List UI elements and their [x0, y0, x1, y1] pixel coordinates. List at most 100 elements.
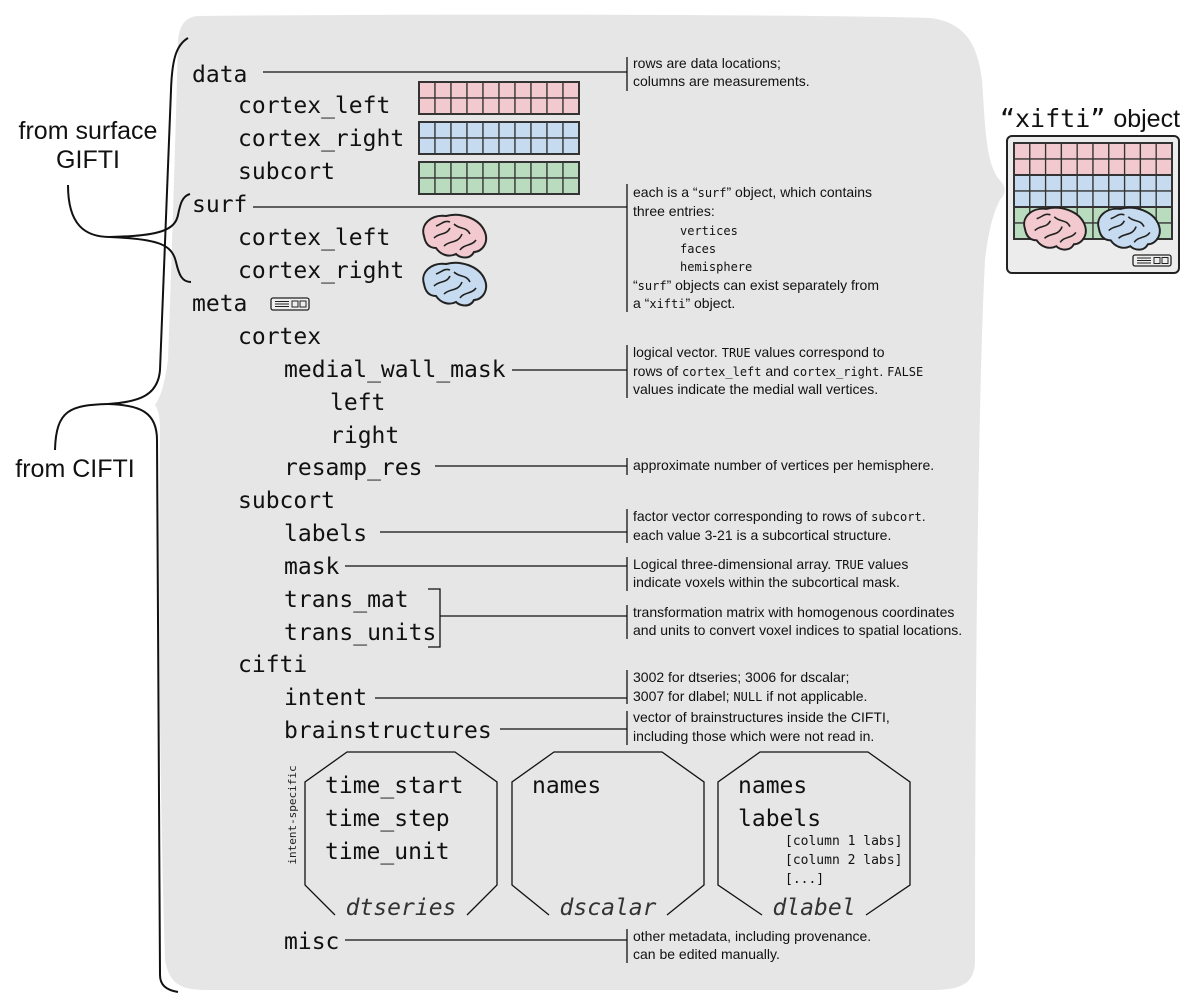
- annotation-segment: a “: [633, 295, 650, 311]
- annotation-segment: surf: [698, 186, 727, 200]
- matrix-cell: [1013, 158, 1031, 176]
- matrix-cell: [530, 177, 548, 195]
- panel-title: dtseries: [346, 895, 457, 921]
- intent-panels: time_start time_step time_unit dtseries name…: [304, 751, 911, 921]
- annotation-segment: FALSE: [887, 365, 923, 379]
- matrix-cell: [1044, 174, 1063, 192]
- annotation-segment: TRUE: [722, 346, 751, 360]
- matrix-cell: [1139, 158, 1157, 176]
- annotation-line: hemisphere: [680, 260, 752, 274]
- matrix-cell: [1092, 190, 1110, 208]
- matrix-cell: [498, 177, 516, 195]
- matrix-cell: [418, 121, 436, 139]
- annotation-segment: and: [762, 363, 793, 379]
- xifti-meta-icon: [1132, 254, 1172, 267]
- field-trans-mat: trans_mat: [284, 587, 409, 613]
- annotation-line: each value 3-21 is a subcortical structu…: [633, 527, 891, 543]
- matrix-cell: [1013, 174, 1031, 192]
- annotation-segment: ” objects can exist separately from: [667, 277, 879, 293]
- intent-specific-label: intent-specific: [286, 765, 299, 864]
- annotation-segment: rows of: [633, 363, 682, 379]
- matrix-cell: [434, 161, 452, 179]
- matrix-cell: [450, 177, 468, 195]
- annotation-segment: ” object, which contains: [727, 184, 873, 200]
- field-medial-wall-mask: medial_wall_mask: [284, 357, 506, 383]
- matrix-cortex-left: [418, 81, 580, 115]
- matrix-cell: [450, 137, 468, 155]
- field-brainstructures: brainstructures: [284, 718, 492, 744]
- matrix-cell: [466, 121, 484, 139]
- surf-brace: [109, 193, 192, 283]
- side-label-gifti-1: from surface: [19, 117, 158, 145]
- matrix-cell: [1092, 142, 1110, 160]
- annotation-segment: xifti: [649, 297, 685, 311]
- annotation-segment: columns are measurements.: [633, 73, 810, 89]
- annotation-segment: values: [864, 556, 908, 572]
- annotation-segment: factor vector corresponding to rows of: [633, 508, 871, 524]
- matrix-cell: [1013, 142, 1031, 160]
- matrix-cell: [1044, 158, 1063, 176]
- data-matrices: [418, 81, 580, 195]
- matrix-cell: [1076, 158, 1094, 176]
- annotation-segment: faces: [680, 242, 716, 256]
- matrix-cell: [562, 97, 580, 115]
- matrix-cell: [418, 97, 436, 115]
- matrix-cell: [1092, 158, 1110, 176]
- annotation-resamp-res: approximate number of vertices per hemis…: [626, 457, 934, 475]
- matrix-cell: [482, 97, 500, 115]
- annotation-mask: Logical three-dimensional array. TRUE va…: [626, 556, 908, 591]
- matrix-cell: [1108, 174, 1126, 192]
- annotation-line: “surf” objects can exist separately from: [633, 277, 879, 293]
- annotation-segment: transformation matrix with homogenous co…: [633, 604, 954, 620]
- matrix-cell: [1044, 142, 1063, 160]
- matrix-cell: [482, 137, 500, 155]
- matrix-cell: [1060, 190, 1078, 208]
- annotation-segment: “: [633, 277, 638, 293]
- annotation-segment: if not applicable.: [762, 688, 867, 704]
- panel-dlabel: names labels [column 1 labs] [column 2 labs…: [717, 751, 911, 921]
- matrix-cell: [1029, 190, 1047, 208]
- matrix-cell: [1139, 142, 1157, 160]
- field-left: left: [330, 390, 385, 416]
- annotation-segment: values correspond to: [751, 344, 885, 360]
- matrix-cell: [514, 137, 532, 155]
- field-data: data: [192, 62, 247, 88]
- matrix-cell: [562, 121, 580, 139]
- annotation-segment: can be edited manually.: [633, 946, 780, 962]
- annotation-labels: factor vector corresponding to rows of s…: [626, 508, 926, 543]
- xifti-matrix-cortex-right: [1013, 174, 1173, 208]
- field-resamp-res: resamp_res: [284, 455, 422, 481]
- brain-left-icon: [422, 213, 488, 259]
- annotation-line: transformation matrix with homogenous co…: [633, 604, 954, 620]
- matrix-cell: [1123, 174, 1142, 192]
- matrix-cell: [1076, 142, 1094, 160]
- field-meta: meta: [192, 291, 247, 317]
- annotation-segment: .: [922, 508, 926, 524]
- matrix-cell: [466, 161, 484, 179]
- matrix-cell: [1076, 190, 1094, 208]
- annotation-line: and units to convert voxel indices to sp…: [633, 622, 962, 638]
- field-tree: data cortex_left cortex_right subcort su…: [192, 62, 506, 955]
- annotation-line: 3002 for dtseries; 3006 for dscalar;: [633, 669, 849, 685]
- matrix-cell: [434, 97, 452, 115]
- annotation-line: indicate voxels within the subcortical m…: [633, 574, 900, 590]
- panel-dtseries: time_start time_step time_unit dtseries: [304, 751, 498, 921]
- matrix-cell: [1155, 142, 1173, 160]
- matrix-cell: [482, 161, 500, 179]
- field-surf: surf: [192, 192, 247, 218]
- annotation-line: 3007 for dlabel; NULL if not applicable.: [633, 688, 867, 704]
- matrix-cell: [1013, 190, 1031, 208]
- annotation-line: Logical three-dimensional array. TRUE va…: [633, 556, 908, 572]
- matrix-cell: [514, 177, 532, 195]
- annotation-intent: 3002 for dtseries; 3006 for dscalar; 3007…: [626, 669, 867, 704]
- background-panel: [155, 14, 1005, 991]
- matrix-cell: [1139, 174, 1157, 192]
- connector-lines: [253, 71, 627, 941]
- matrix-cell: [514, 121, 532, 139]
- matrix-cell: [1060, 174, 1078, 192]
- annotation-medial-wall-mask: logical vector. TRUE values correspond t…: [626, 344, 923, 398]
- matrix-cell: [418, 137, 436, 155]
- annotation-line: rows of cortex_left and cortex_right. FA…: [633, 363, 923, 379]
- panel-subentry: [column 2 labs]: [785, 853, 902, 868]
- annotation-brainstructures: vector of brainstructures inside the CIF…: [626, 709, 890, 745]
